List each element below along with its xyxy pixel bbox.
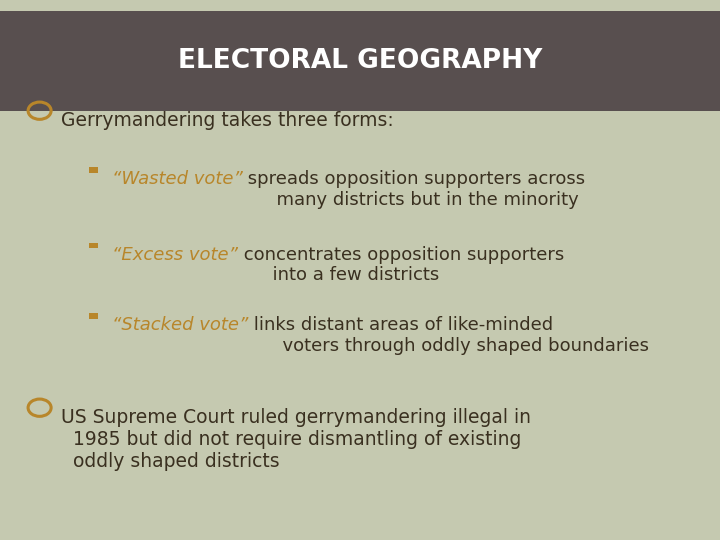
Bar	[0, 0, 720, 11]
Text: concentrates opposition supporters
      into a few districts: concentrates opposition supporters into …	[238, 246, 564, 285]
Text: links distant areas of like-minded
      voters through oddly shaped boundaries: links distant areas of like-minded voter…	[248, 316, 649, 355]
Bar	[0, 11, 720, 111]
Text: “Excess vote”: “Excess vote”	[112, 246, 238, 264]
Bar	[89, 313, 99, 319]
Text: “Wasted vote”: “Wasted vote”	[112, 170, 243, 188]
Text: US Supreme Court ruled gerrymandering illegal in
  1985 but did not require dism: US Supreme Court ruled gerrymandering il…	[61, 408, 531, 471]
Text: ELECTORAL GEOGRAPHY: ELECTORAL GEOGRAPHY	[178, 48, 542, 74]
Text: spreads opposition supporters across
      many districts but in the minority: spreads opposition supporters across man…	[243, 170, 585, 209]
Bar	[89, 243, 99, 248]
Text: Gerrymandering takes three forms:: Gerrymandering takes three forms:	[61, 111, 394, 130]
Bar	[89, 167, 99, 173]
Text: “Stacked vote”: “Stacked vote”	[112, 316, 248, 334]
